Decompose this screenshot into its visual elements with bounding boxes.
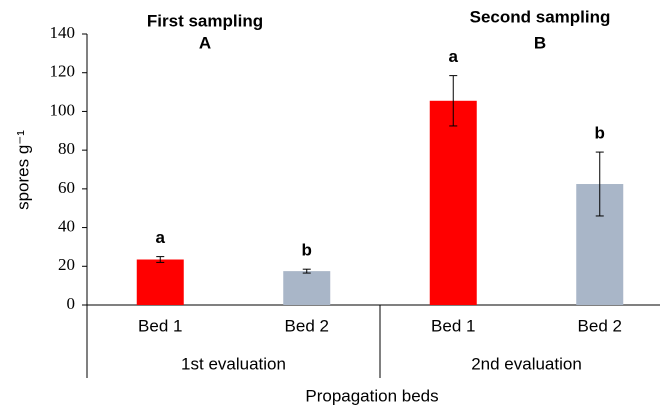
x-axis-title: Propagation beds — [305, 386, 438, 405]
group-label: 2nd evaluation — [471, 354, 582, 373]
x-tick-label: Bed 2 — [285, 316, 329, 335]
y-tick-label: 20 — [58, 255, 75, 274]
bar — [283, 271, 331, 305]
group-letter: A — [199, 33, 211, 52]
group-letter: B — [534, 33, 546, 52]
bar — [429, 100, 477, 306]
significance-letter: a — [156, 228, 166, 247]
y-tick-label: 140 — [50, 23, 76, 42]
y-tick-label: 80 — [58, 139, 75, 158]
y-tick-label: 100 — [50, 100, 76, 119]
significance-letter: b — [302, 241, 312, 260]
group-label: 1st evaluation — [181, 354, 286, 373]
significance-letter: b — [595, 124, 605, 143]
bar — [136, 259, 184, 305]
y-tick-label: 60 — [58, 178, 75, 197]
y-axis-title: spores g⁻¹ — [13, 130, 32, 210]
y-tick-label: 0 — [67, 294, 76, 313]
x-tick-label: Bed 1 — [431, 316, 475, 335]
x-tick-label: Bed 1 — [138, 316, 182, 335]
y-tick-label: 120 — [50, 62, 76, 81]
significance-letter: a — [449, 47, 459, 66]
y-tick-label: 40 — [58, 216, 75, 235]
group-title: Second sampling — [470, 7, 611, 26]
group-title: First sampling — [147, 11, 263, 30]
x-tick-label: Bed 2 — [578, 316, 622, 335]
